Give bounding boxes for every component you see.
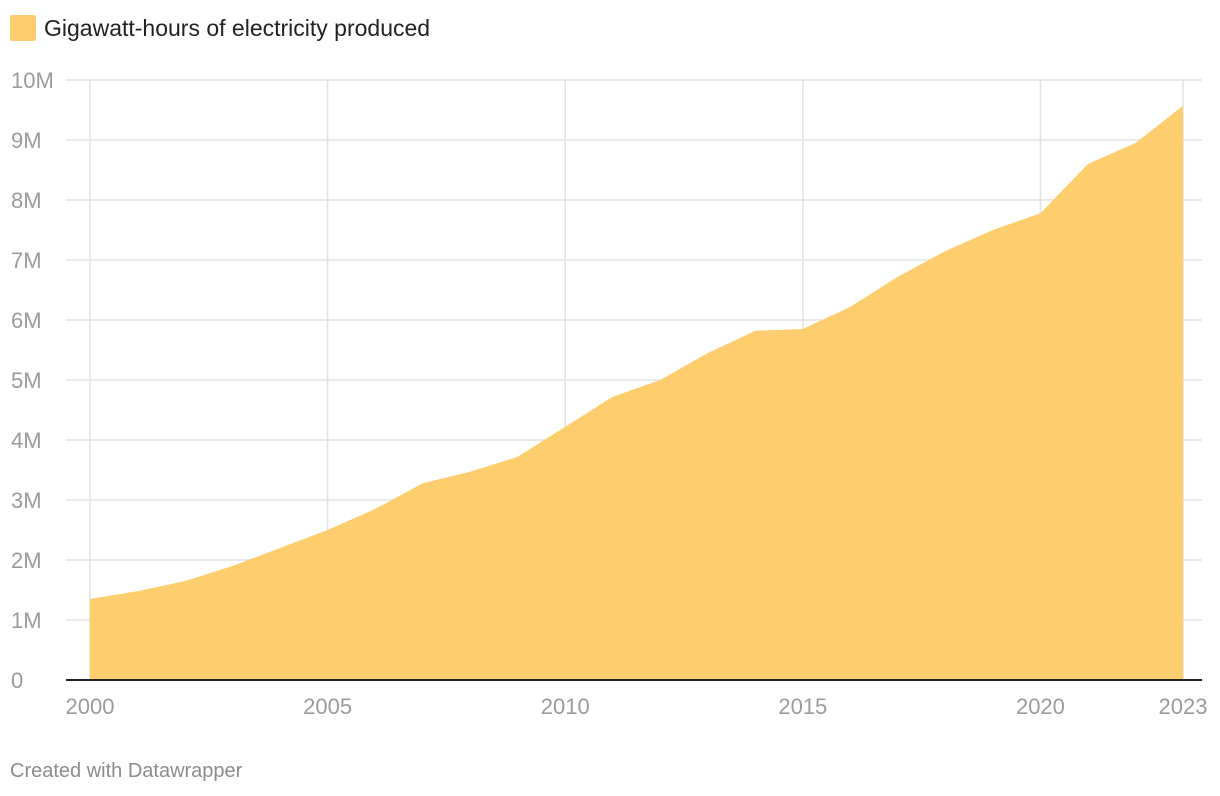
x-tick-label: 2015 [778, 694, 827, 719]
area-series [90, 105, 1183, 681]
x-tick-label: 2023 [1159, 694, 1208, 719]
y-tick-label: 9M [11, 128, 42, 153]
chart-legend: Gigawatt-hours of electricity produced [10, 12, 430, 44]
x-tick-label: 2020 [1016, 694, 1065, 719]
x-tick-label: 2010 [541, 694, 590, 719]
legend-swatch [10, 15, 36, 41]
y-tick-label: 4M [11, 428, 42, 453]
area-fill [90, 105, 1183, 681]
x-tick-label: 2005 [303, 694, 352, 719]
y-tick-label: 0 [11, 668, 23, 693]
datawrapper-credit: Created with Datawrapper [10, 760, 243, 782]
y-tick-label: 6M [11, 308, 42, 333]
x-tick-label: 2000 [66, 694, 115, 719]
y-tick-label: 10M [11, 68, 54, 93]
tick-labels: 0 1M 2M 3M 4M 5M 6M 7M 8M 9M 10M 2000 2005 2010 2015 20… [11, 68, 1207, 719]
y-tick-label: 3M [11, 488, 42, 513]
y-tick-label: 5M [11, 368, 42, 393]
legend-label: Gigawatt-hours of electricity produced [44, 14, 431, 41]
y-tick-label: 1M [11, 608, 42, 633]
y-tick-label: 2M [11, 548, 42, 573]
y-tick-label: 7M [11, 248, 42, 273]
y-tick-label: 8M [11, 188, 42, 213]
